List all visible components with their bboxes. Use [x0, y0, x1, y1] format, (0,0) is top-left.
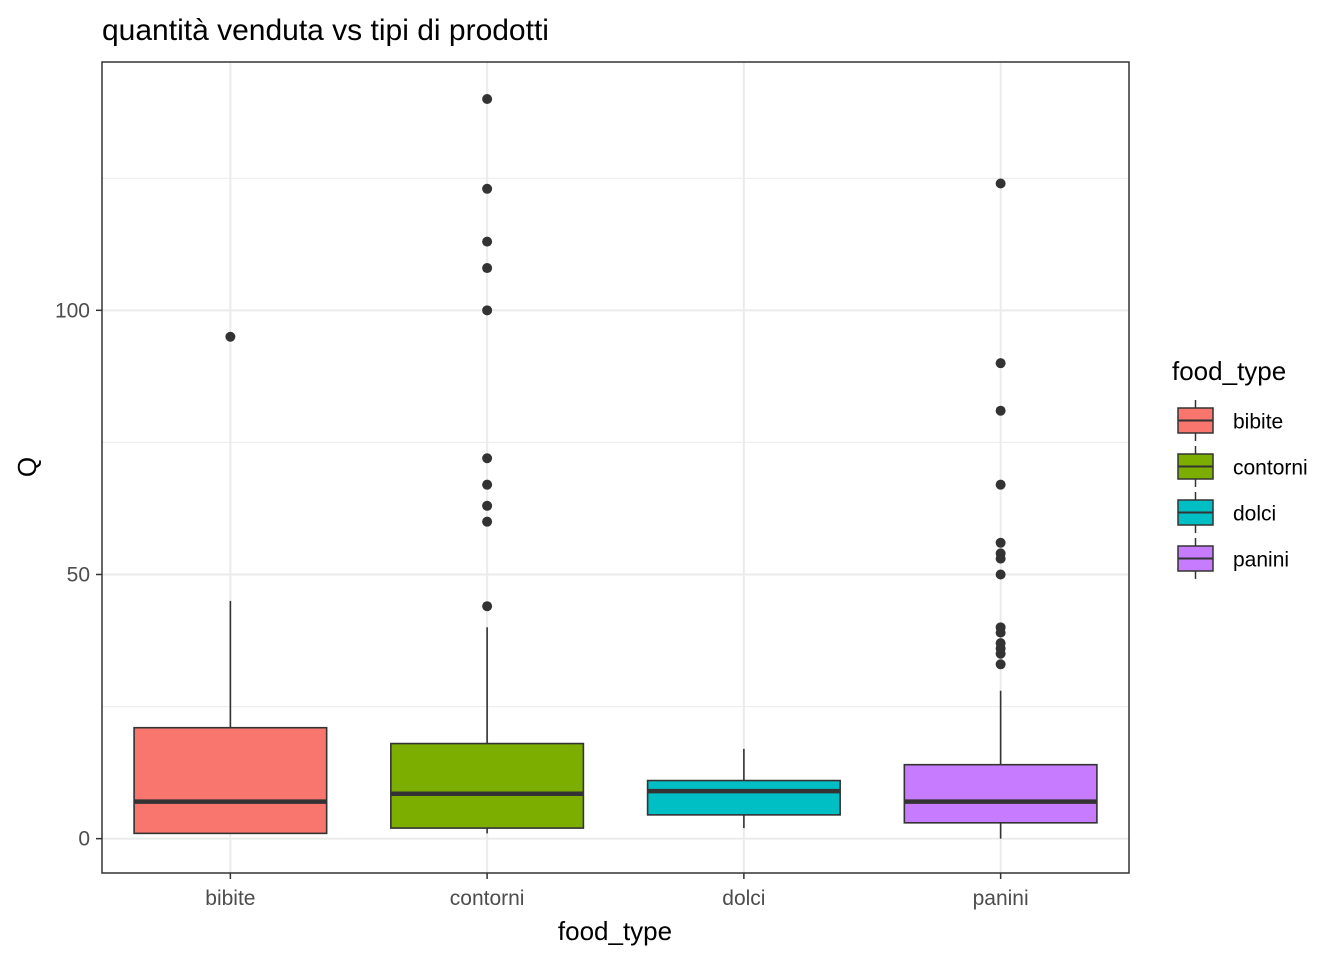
box-iqr	[646, 779, 841, 816]
axes-layer: 0 50 100 bibite contorni dolci panini	[55, 299, 1029, 910]
outlier-point	[482, 236, 493, 247]
x-tick-label: panini	[973, 887, 1029, 910]
box-contorni	[390, 93, 585, 834]
outlier-point	[482, 601, 493, 612]
legend-item-dolci: dolci	[1177, 492, 1276, 533]
legend-label: panini	[1233, 549, 1289, 572]
x-tick-label: bibite	[205, 887, 255, 910]
outlier-point	[995, 648, 1006, 659]
x-tick-label: dolci	[722, 887, 765, 910]
outlier-point	[995, 358, 1006, 369]
y-axis-title: Q	[12, 457, 42, 477]
box-iqr	[390, 742, 585, 829]
outlier-point	[482, 516, 493, 527]
outlier-point	[995, 479, 1006, 490]
boxes-layer	[133, 93, 1098, 839]
legend: food_type bibite contorni dolci panini	[1172, 356, 1308, 579]
legend-item-panini: panini	[1177, 538, 1289, 579]
box-dolci	[646, 748, 841, 829]
outlier-point	[482, 500, 493, 511]
outlier-point	[482, 479, 493, 490]
legend-title: food_type	[1172, 356, 1286, 386]
legend-item-bibite: bibite	[1177, 400, 1283, 441]
outlier-point	[995, 569, 1006, 580]
legend-label: bibite	[1233, 411, 1283, 434]
x-axis-title: food_type	[558, 916, 672, 946]
outlier-point	[995, 405, 1006, 416]
legend-item-contorni: contorni	[1177, 446, 1308, 487]
box-iqr	[903, 763, 1098, 824]
y-tick-label: 0	[78, 828, 90, 851]
outlier-point	[482, 93, 493, 104]
outlier-point	[482, 183, 493, 194]
box-iqr	[133, 726, 328, 835]
outlier-point	[995, 537, 1006, 548]
box-panini	[903, 178, 1098, 839]
outlier-point	[995, 178, 1006, 189]
panel-border	[101, 61, 1130, 874]
x-tick-label: contorni	[450, 887, 525, 910]
outlier-point	[482, 305, 493, 316]
legend-label: dolci	[1233, 503, 1276, 526]
outlier-point	[482, 263, 493, 274]
chart-title: quantità venduta vs tipi di prodotti	[102, 14, 549, 47]
y-tick-label: 50	[67, 563, 90, 586]
outlier-point	[995, 627, 1006, 638]
outlier-point	[482, 453, 493, 464]
box-bibite	[133, 331, 328, 835]
outlier-point	[995, 659, 1006, 670]
y-tick-label: 100	[55, 299, 90, 322]
outlier-point	[225, 331, 236, 342]
outlier-point	[995, 553, 1006, 564]
legend-label: contorni	[1233, 457, 1308, 480]
